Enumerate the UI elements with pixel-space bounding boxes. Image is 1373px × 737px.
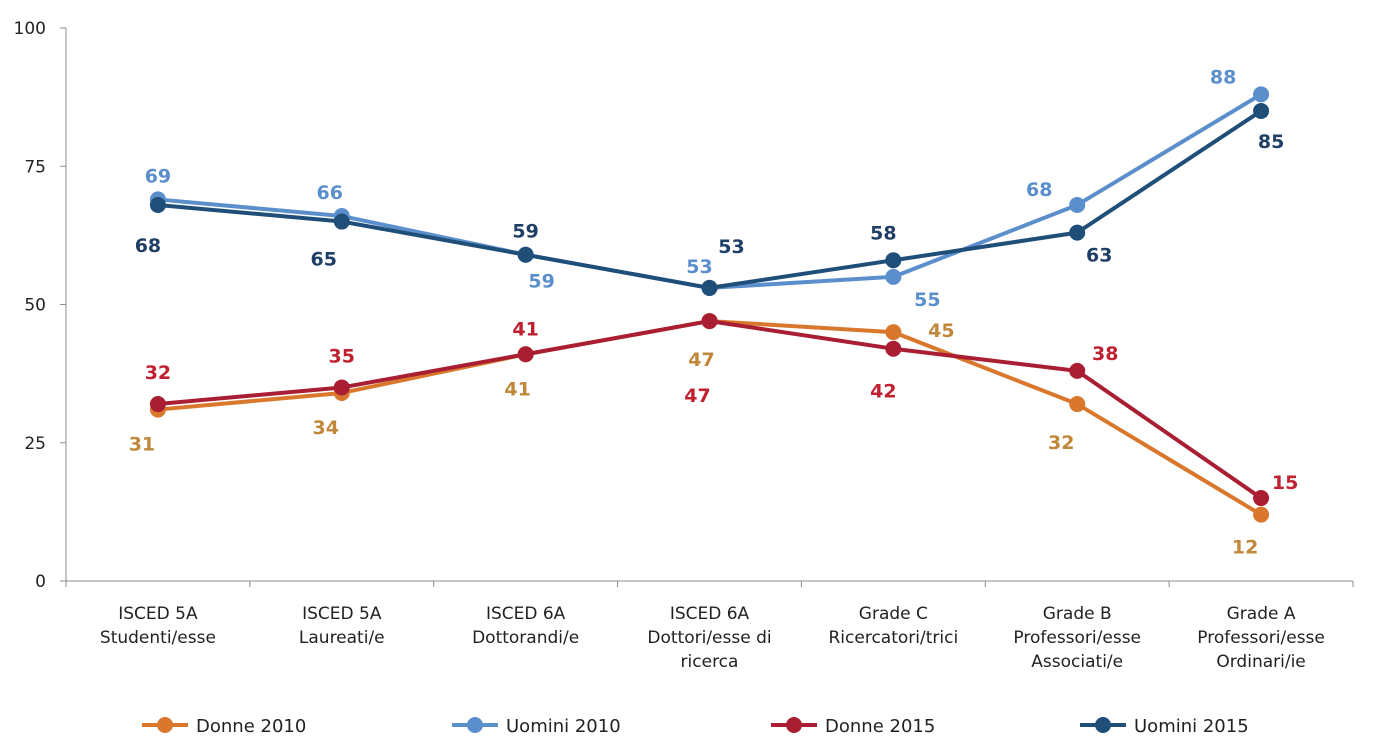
data-point: [1069, 224, 1086, 241]
legend-marker: [786, 717, 802, 733]
x-tick-label-line: ISCED 5A: [302, 604, 382, 624]
data-point: [1069, 196, 1086, 213]
data-labels-layer: 31 34 41 47 45 32 12 69 66 59 53 55 68 88 32 35 41 47 42 38…: [129, 66, 1299, 558]
x-tick-label-line: ricerca: [681, 652, 739, 672]
data-point: [1253, 86, 1270, 103]
x-tick-label-line: Grade B: [1043, 604, 1112, 624]
axes: 0 25 50 75 100 ISCED 5A Studenti/esse ISCED 5A L…: [14, 19, 1354, 672]
data-label: 38: [1092, 343, 1118, 365]
legend-label: Donne 2015: [825, 716, 935, 737]
x-tick-label-line: Dottori/esse di: [647, 628, 771, 648]
x-tick-label-line: ISCED 6A: [670, 604, 750, 624]
series-layer: [149, 86, 1270, 523]
y-tick-label: 0: [35, 572, 46, 592]
series-uomini-2015: [149, 102, 1270, 296]
x-tick-label-line: ISCED 6A: [486, 604, 566, 624]
x-tick-label: ISCED 5A Studenti/esse: [100, 604, 216, 648]
y-tick-label: 50: [24, 296, 46, 316]
data-label: 47: [688, 349, 714, 371]
data-point: [1253, 102, 1270, 119]
x-tick-label-line: Ordinari/ie: [1216, 652, 1305, 672]
data-label: 31: [129, 434, 155, 456]
y-tick-label: 75: [24, 157, 46, 177]
x-tick-label-line: Ricercatori/trici: [829, 628, 959, 648]
data-point: [517, 246, 534, 263]
data-label: 45: [928, 320, 954, 342]
data-label: 34: [313, 417, 339, 439]
data-label: 68: [135, 235, 161, 257]
data-point: [701, 279, 718, 296]
data-label: 69: [145, 165, 171, 187]
x-tick-label-line: ISCED 5A: [118, 604, 198, 624]
data-label: 65: [311, 249, 337, 271]
data-label: 41: [504, 378, 530, 400]
data-point: [1253, 506, 1270, 523]
x-tick-label-line: Grade A: [1227, 604, 1296, 624]
data-label: 35: [329, 345, 355, 367]
legend-item: Donne 2015: [771, 716, 935, 737]
data-label: 32: [1048, 432, 1074, 454]
legend-item: Uomini 2015: [1080, 716, 1249, 737]
data-label: 41: [512, 318, 538, 340]
data-point: [333, 379, 350, 396]
legend-label: Uomini 2010: [506, 716, 621, 737]
data-label: 42: [870, 381, 896, 403]
x-tick-label: Grade B Professori/esse Associati/e: [1013, 604, 1141, 672]
x-tick-label-line: Professori/esse: [1197, 628, 1325, 648]
data-point: [1069, 396, 1086, 413]
data-point: [885, 268, 902, 285]
legend-item: Uomini 2010: [452, 716, 621, 737]
data-label: 85: [1258, 131, 1284, 153]
x-tick-label-line: Associati/e: [1031, 652, 1123, 672]
legend-label: Uomini 2015: [1134, 716, 1249, 737]
data-label: 55: [914, 289, 940, 311]
data-label: 58: [870, 222, 896, 244]
x-tick-label-line: Grade C: [859, 604, 928, 624]
data-label: 66: [317, 182, 343, 204]
x-tick-label: Grade A Professori/esse Ordinari/ie: [1197, 604, 1325, 672]
data-label: 59: [528, 271, 554, 293]
x-tick-label: ISCED 5A Laureati/e: [299, 604, 385, 648]
x-tick-label-line: Laureati/e: [299, 628, 385, 648]
data-label: 88: [1210, 66, 1236, 88]
data-label: 68: [1026, 179, 1052, 201]
x-tick-label: Grade C Ricercatori/trici: [829, 604, 959, 648]
series-donne-2015: [149, 313, 1270, 507]
x-tick-label: ISCED 6A Dottorandi/e: [472, 604, 579, 648]
x-tick-label-line: Professori/esse: [1013, 628, 1141, 648]
data-label: 15: [1272, 472, 1298, 494]
legend-label: Donne 2010: [196, 716, 306, 737]
data-label: 53: [718, 236, 744, 258]
y-tick-label: 25: [24, 434, 46, 454]
data-label: 32: [145, 362, 171, 384]
legend-marker: [467, 717, 483, 733]
data-label: 53: [686, 256, 712, 278]
x-tick-label-line: Dottorandi/e: [472, 628, 579, 648]
data-point: [1253, 490, 1270, 507]
x-tick-label-line: Studenti/esse: [100, 628, 216, 648]
y-tick-label: 100: [14, 19, 46, 39]
data-point: [885, 252, 902, 269]
data-label: 63: [1086, 245, 1112, 267]
data-point: [149, 396, 166, 413]
data-label: 12: [1232, 537, 1258, 559]
data-point: [885, 340, 902, 357]
data-label: 59: [512, 221, 538, 243]
legend: Donne 2010 Uomini 2010 Donne 2015 Uomini 20…: [142, 716, 1249, 737]
legend-item: Donne 2010: [142, 716, 306, 737]
data-point: [701, 313, 718, 330]
data-label: 47: [684, 385, 710, 407]
data-point: [333, 213, 350, 230]
data-point: [517, 346, 534, 363]
legend-marker: [157, 717, 173, 733]
data-point: [885, 324, 902, 341]
data-point: [149, 196, 166, 213]
legend-marker: [1095, 717, 1111, 733]
data-point: [1069, 362, 1086, 379]
x-tick-label: ISCED 6A Dottori/esse di ricerca: [647, 604, 771, 672]
